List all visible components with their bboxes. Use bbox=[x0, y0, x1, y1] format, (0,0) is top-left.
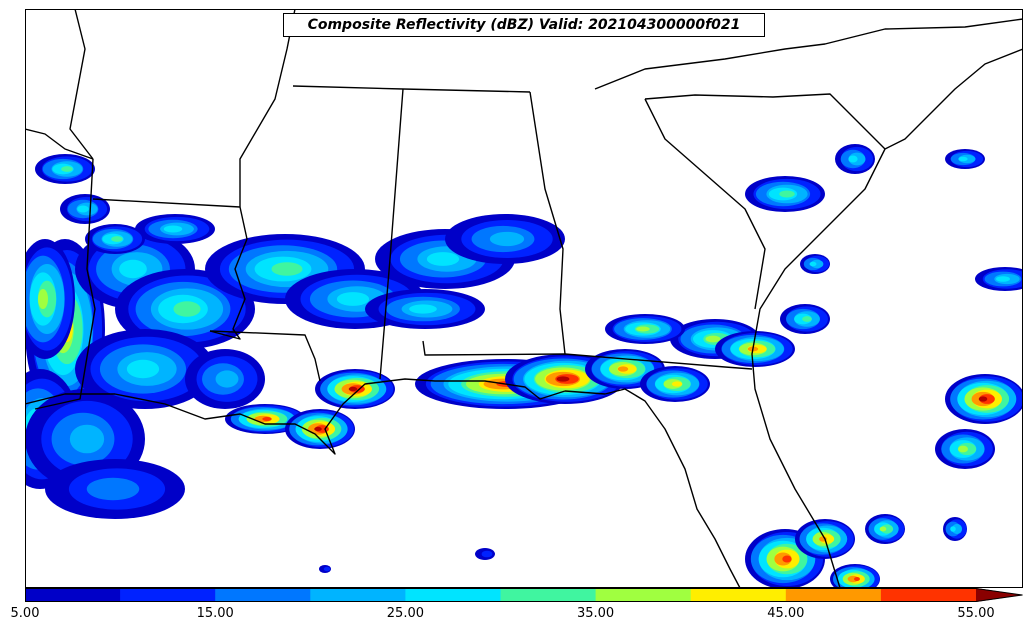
radar-echo bbox=[262, 417, 272, 421]
radar-echo bbox=[111, 236, 123, 242]
colorbar-bin bbox=[500, 588, 597, 602]
gulf-coastline-west bbox=[25, 378, 566, 455]
radar-echo bbox=[126, 359, 160, 379]
radar-echo bbox=[958, 445, 968, 453]
radar-echo bbox=[409, 304, 437, 314]
colorbar-bin bbox=[785, 588, 882, 602]
radar-echo bbox=[848, 155, 858, 163]
radar-echo bbox=[173, 301, 201, 317]
radar-echo bbox=[879, 526, 887, 532]
north-texas-border bbox=[25, 128, 94, 160]
arkansas-louisiana-border bbox=[92, 198, 241, 208]
radar-echo bbox=[958, 156, 968, 162]
radar-echo bbox=[426, 252, 460, 266]
radar-echo bbox=[271, 262, 303, 276]
colorbar-extend-arrow bbox=[976, 588, 1023, 602]
radar-echo bbox=[61, 166, 73, 172]
radar-echo bbox=[809, 261, 817, 267]
colorbar-outline bbox=[25, 588, 1023, 602]
radar-echo bbox=[705, 335, 721, 343]
colorbar-tick-label: 45.00 bbox=[767, 606, 805, 621]
radar-echo bbox=[489, 231, 525, 247]
alabama-georgia-border bbox=[529, 91, 566, 355]
colorbar-bin bbox=[215, 588, 311, 602]
radar-echo bbox=[617, 366, 629, 372]
colorbar-tick-label: 25.00 bbox=[386, 606, 424, 621]
louisiana-mississippi-border bbox=[209, 330, 321, 382]
radar-echo bbox=[854, 577, 860, 581]
radar-echo bbox=[348, 386, 358, 392]
colorbar-bin bbox=[405, 588, 501, 602]
radar-echo bbox=[779, 190, 795, 198]
map-frame bbox=[25, 9, 1023, 588]
colorbar-bin bbox=[310, 588, 406, 602]
radar-echo bbox=[314, 426, 322, 432]
mississippi-alabama-border bbox=[379, 88, 404, 380]
radar-echo bbox=[481, 550, 493, 558]
virginia-line bbox=[594, 18, 1023, 90]
colorbar-bin bbox=[595, 588, 692, 602]
georgia-south-carolina-border bbox=[644, 98, 766, 310]
radar-echo bbox=[336, 292, 370, 306]
kentucky-tennessee-line bbox=[69, 9, 94, 160]
gulf-coastline-florida bbox=[564, 388, 741, 588]
radar-echoes bbox=[25, 144, 1023, 588]
colorbar-tick-label: 15.00 bbox=[196, 606, 234, 621]
colorbar-bin bbox=[690, 588, 787, 602]
reflectivity-map bbox=[25, 9, 1023, 588]
radar-echo bbox=[996, 276, 1010, 282]
outer-banks-coast bbox=[884, 48, 1023, 150]
state-borders-and-coastline bbox=[25, 9, 1023, 588]
radar-echo bbox=[802, 316, 812, 322]
radar-echo bbox=[636, 326, 650, 332]
radar-echo bbox=[950, 526, 956, 532]
colorbar-tick-label: 35.00 bbox=[576, 606, 615, 621]
colorbar-tick-label: 5.00 bbox=[10, 606, 40, 621]
radar-echo bbox=[215, 370, 239, 388]
colorbar-tick-label: 55.00 bbox=[957, 606, 995, 621]
north-carolina-border bbox=[644, 93, 886, 150]
radar-echo bbox=[86, 477, 140, 501]
radar-echo bbox=[69, 424, 105, 454]
radar-echo bbox=[119, 259, 147, 279]
map-title: Composite Reflectivity (dBZ) Valid: 2021… bbox=[283, 13, 765, 37]
radar-echo bbox=[38, 289, 48, 309]
radar-echo bbox=[951, 523, 963, 535]
radar-echo bbox=[323, 566, 331, 572]
radar-echo bbox=[163, 225, 183, 233]
radar-echo bbox=[978, 396, 988, 402]
atlantic-coastline bbox=[751, 148, 886, 588]
radar-echo bbox=[671, 381, 683, 387]
colorbar-bin bbox=[25, 588, 121, 602]
mississippi-river bbox=[209, 206, 248, 340]
radar-echo bbox=[77, 205, 89, 213]
radar-echo bbox=[556, 376, 570, 382]
texas-louisiana-border bbox=[34, 158, 96, 410]
florida-panhandle-border bbox=[422, 340, 753, 370]
colorbar-bin bbox=[120, 588, 216, 602]
colorbar-bin bbox=[880, 588, 977, 602]
radar-echo bbox=[782, 555, 792, 563]
colorbar bbox=[25, 588, 1023, 602]
